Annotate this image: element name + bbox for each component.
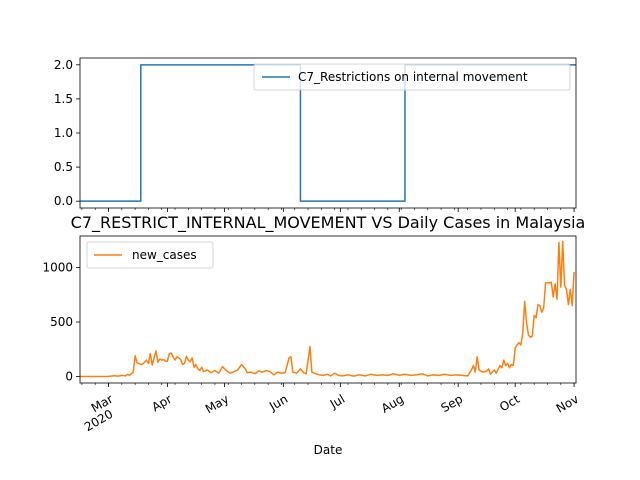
x-tick-label: Sep bbox=[438, 392, 465, 415]
y-tick-label: 1.5 bbox=[54, 92, 73, 106]
y-tick-label: 0.5 bbox=[54, 160, 73, 174]
x-axis-label: Date bbox=[314, 443, 343, 457]
top-y-axis: 0.0 0.5 1.0 1.5 2.0 bbox=[54, 58, 80, 208]
bottom-subplot: C7_RESTRICT_INTERNAL_MOVEMENT VS Daily C… bbox=[42, 213, 585, 457]
y-tick-label: 0 bbox=[65, 369, 73, 383]
y-tick-label: 1.0 bbox=[54, 126, 73, 140]
series-line-new-cases bbox=[80, 240, 575, 378]
x-tick-label: Nov bbox=[554, 392, 581, 416]
x-tick-label: Apr bbox=[149, 392, 174, 415]
x-tick-label: Jun bbox=[266, 392, 290, 414]
x-tick-label: Aug bbox=[379, 392, 406, 416]
bottom-plot-frame bbox=[79, 235, 577, 384]
y-tick-label: 0.0 bbox=[54, 194, 73, 208]
bottom-legend: new_cases bbox=[86, 241, 214, 269]
x-tick-label: Oct bbox=[497, 392, 522, 415]
chart-title: C7_RESTRICT_INTERNAL_MOVEMENT VS Daily C… bbox=[71, 213, 586, 233]
bottom-legend-frame bbox=[86, 241, 214, 269]
top-legend-frame bbox=[253, 63, 571, 91]
bottom-y-axis: 0 500 1000 bbox=[42, 261, 80, 383]
x-tick-label: May bbox=[203, 392, 231, 417]
y-tick-label: 2.0 bbox=[54, 58, 73, 72]
top-subplot: 0.0 0.5 1.0 1.5 2.0 C7_Restrictions on inter… bbox=[54, 57, 577, 212]
top-x-minor-ticks bbox=[81, 208, 575, 212]
y-tick-label: 1000 bbox=[42, 261, 73, 275]
bottom-legend-label: new_cases bbox=[132, 248, 197, 262]
top-legend: C7_Restrictions on internal movement bbox=[253, 63, 571, 91]
x-tick-label: Jul bbox=[327, 392, 347, 412]
bottom-series-group bbox=[80, 240, 575, 378]
top-legend-label: C7_Restrictions on internal movement bbox=[298, 70, 528, 84]
y-tick-label: 500 bbox=[50, 315, 73, 329]
